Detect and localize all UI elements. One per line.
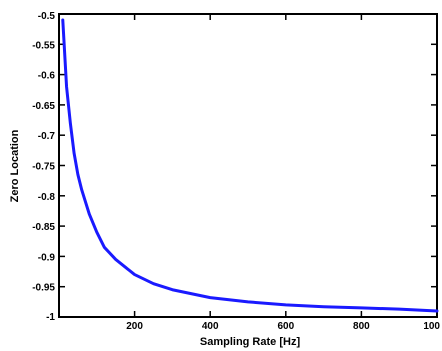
y-tick-label: -0.5	[38, 11, 56, 22]
series-line	[61, 18, 439, 313]
y-tick-label: -0.85	[32, 222, 55, 233]
y-tick-label: -0.9	[38, 252, 56, 263]
x-tick-label: 400	[202, 321, 219, 332]
x-tick-label: 600	[277, 321, 294, 332]
x-tick-label: 200	[126, 321, 143, 332]
plot-area	[58, 13, 438, 318]
y-axis-label: Zero Location	[9, 129, 21, 202]
y-tick-label: -0.7	[38, 131, 56, 142]
axis-ticks	[58, 13, 438, 318]
x-axis-label: Sampling Rate [Hz]	[200, 336, 301, 348]
y-tick-label: -0.75	[32, 162, 55, 173]
y-tick-label: -0.6	[38, 71, 56, 82]
y-tick-label: -0.65	[32, 101, 55, 112]
y-tick-label: -1	[46, 312, 55, 323]
x-tick-label: 800	[353, 321, 370, 332]
y-tick-label: -0.95	[32, 283, 55, 294]
y-tick-label: -0.55	[32, 40, 55, 51]
x-tick-label: 100	[423, 321, 440, 332]
y-tick-label: -0.8	[38, 192, 56, 203]
tick-labels: 200 400 600 800 100 -1 -0.95 -0.9 -0.85 -0.8 -0.75…	[32, 11, 440, 332]
